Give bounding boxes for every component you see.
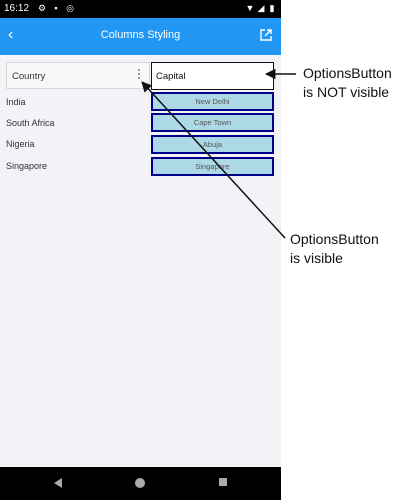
- sd-card-icon: ▪: [54, 3, 58, 13]
- wifi-icon: ▼: [245, 3, 255, 13]
- annotation-visible: OptionsButton is visible: [290, 230, 379, 268]
- phone-screen: 16:12 ⚙ ▪ ◎ ▼ ◢ ▮ ‹ Columns Styling Coun…: [0, 0, 281, 500]
- battery-icon: ▮: [269, 3, 275, 13]
- column-header-capital[interactable]: Capital: [151, 62, 274, 90]
- page-title: Columns Styling: [100, 29, 181, 41]
- nav-back-icon[interactable]: [54, 478, 62, 488]
- capital-cell[interactable]: Cape Town: [151, 113, 274, 132]
- annotation-line: OptionsButton: [290, 231, 379, 247]
- capital-cell[interactable]: New Delhi: [151, 92, 274, 111]
- app-bar: ‹ Columns Styling: [0, 18, 281, 55]
- data-grid: Country Capital India South Africa Niger…: [0, 55, 281, 467]
- navigation-bar: [0, 467, 281, 500]
- nav-home-icon[interactable]: [135, 478, 145, 488]
- options-button-icon[interactable]: [137, 69, 141, 83]
- back-arrow-icon[interactable]: ‹: [8, 26, 14, 43]
- annotation-line: is NOT visible: [303, 84, 390, 100]
- signal-icon: ◢: [257, 3, 265, 13]
- annotation-line: OptionsButton: [303, 65, 392, 81]
- capital-cell[interactable]: Abuja: [151, 135, 274, 154]
- country-cell[interactable]: India: [6, 97, 26, 107]
- column-header-label: Country: [12, 71, 46, 82]
- arrow-visible: [141, 81, 286, 239]
- status-bar: 16:12 ⚙ ▪ ◎ ▼ ◢ ▮: [0, 0, 281, 18]
- sync-icon: ◎: [66, 3, 74, 13]
- annotation-line: is visible: [290, 250, 343, 266]
- status-time: 16:12: [4, 3, 30, 14]
- country-cell[interactable]: Singapore: [6, 161, 48, 171]
- open-external-icon[interactable]: [259, 28, 273, 42]
- country-cell[interactable]: Nigeria: [6, 139, 35, 149]
- settings-icon: ⚙: [37, 3, 47, 13]
- annotation-not-visible: OptionsButton is NOT visible: [303, 64, 392, 102]
- column-header-country[interactable]: Country: [6, 62, 150, 89]
- country-cell[interactable]: South Africa: [6, 118, 55, 128]
- nav-recents-icon[interactable]: [219, 478, 227, 486]
- column-header-label: Capital: [156, 71, 186, 82]
